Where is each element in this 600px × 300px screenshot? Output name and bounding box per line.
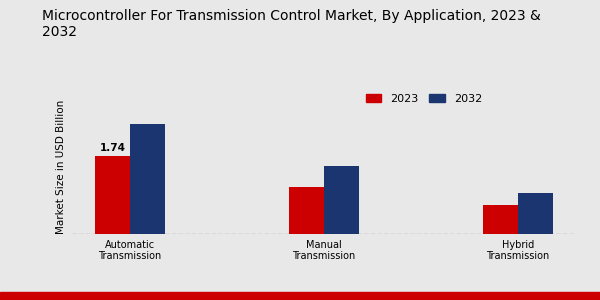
- Text: 1.74: 1.74: [100, 143, 125, 153]
- Bar: [483, 205, 518, 234]
- Legend: 2023, 2032: 2023, 2032: [361, 90, 487, 109]
- Y-axis label: Market Size in USD Billion: Market Size in USD Billion: [56, 99, 67, 234]
- Text: Microcontroller For Transmission Control Market, By Application, 2023 &
2032: Microcontroller For Transmission Control…: [42, 9, 541, 39]
- Bar: [130, 124, 165, 234]
- Bar: [518, 193, 553, 234]
- Bar: [95, 156, 130, 234]
- Bar: [289, 187, 324, 234]
- Bar: [324, 166, 359, 234]
